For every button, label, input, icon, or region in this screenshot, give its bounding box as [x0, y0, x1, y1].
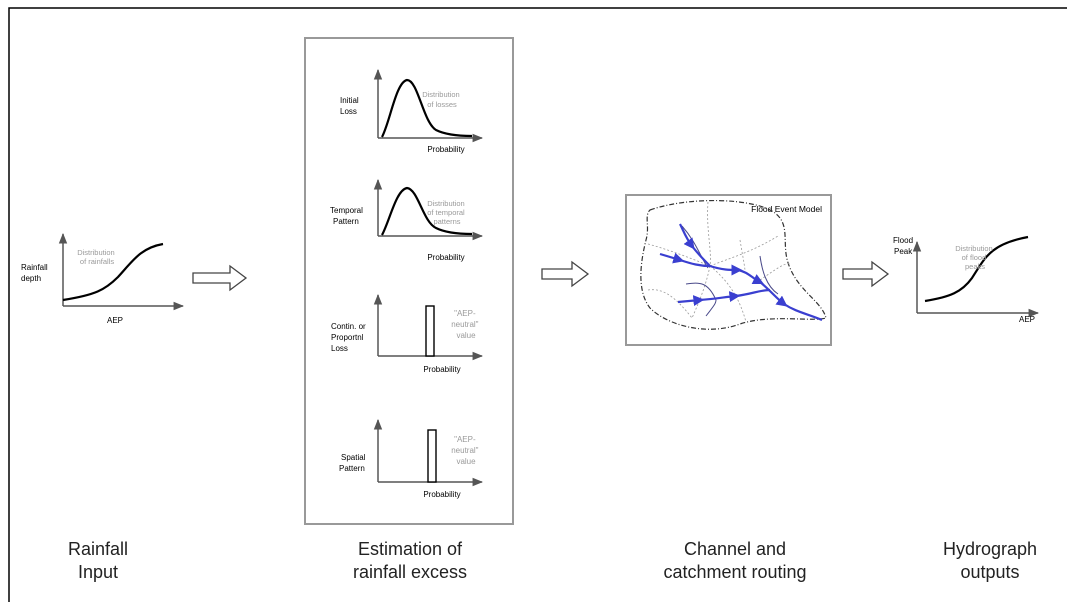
x-axis-label: Probability [423, 365, 460, 374]
curve-annotation: Distribution of rainfalls [77, 248, 117, 266]
temporal-pattern-chart: Temporal Pattern Probability Distributio… [330, 178, 484, 262]
caption-line: Input [77, 562, 119, 582]
caption-line: outputs [960, 562, 1020, 582]
flow-arrow-3 [842, 260, 890, 288]
x-axis-label: AEP [107, 316, 123, 325]
contin-loss-chart: Contin. or Proportnl Loss Probability "A… [331, 293, 484, 374]
flow-arrow-1 [192, 264, 248, 292]
outer-frame [8, 7, 1067, 602]
caption-hydrograph-outputs: Hydrograph outputs [930, 538, 1050, 584]
y-axis-label: Rainfall depth [21, 263, 50, 283]
flood-event-model: Flood Event Model [625, 194, 832, 346]
curve-annotation: Distribution of losses [422, 90, 462, 109]
catchment-boundary [640, 200, 827, 330]
x-axis-label: Probability [423, 490, 460, 499]
x-axis-label: Probability [427, 145, 464, 154]
caption-line: Channel and [683, 539, 787, 559]
caption-line: rainfall excess [352, 562, 468, 582]
caption-line: Rainfall [67, 539, 129, 559]
rainfall-excess-panel [304, 37, 514, 525]
curve-annotation: Distribution of flood peaks [955, 244, 995, 271]
caption-line: Hydrograph [942, 539, 1038, 559]
y-axis-label: Flood Peak [893, 236, 915, 256]
caption-line: catchment routing [663, 562, 807, 582]
caption-rainfall-excess: Estimation of rainfall excess [330, 538, 490, 584]
hydrograph-outputs-chart: Flood Peak AEP Distribution of flood pea… [893, 235, 1040, 324]
flow-arrow-2 [541, 260, 590, 288]
loss-distribution-curve [381, 78, 473, 138]
caption-channel-routing: Channel and catchment routing [645, 538, 825, 584]
neutral-value-bar [427, 429, 437, 483]
initial-loss-chart: Initial Loss Probability Distribution of… [340, 68, 484, 154]
y-axis-label: Initial Loss [340, 96, 361, 116]
caption-rainfall-input: Rainfall Input [38, 538, 158, 584]
flood-model-title: Flood Event Model [751, 204, 822, 214]
bar-annotation: "AEP- neutral" value [451, 309, 481, 340]
curve-annotation: Distribution of temporal patterns [427, 199, 467, 226]
flood-peak-curve [924, 235, 1029, 303]
x-axis-label: Probability [427, 253, 464, 262]
y-axis-label: Temporal Pattern [330, 206, 365, 226]
pattern-distribution-curve [381, 186, 473, 236]
y-axis-label: Contin. or Proportnl Loss [331, 322, 368, 353]
rainfall-input-chart: Rainfall depth AEP Distribution of rainf… [21, 232, 185, 325]
caption-line: Estimation of [357, 539, 463, 559]
y-axis-label: Spatial Pattern [339, 453, 368, 473]
x-axis-label: AEP [1019, 315, 1035, 324]
main-rivers [659, 223, 823, 322]
rainfall-curve [62, 242, 164, 302]
neutral-value-bar [425, 305, 435, 357]
spatial-pattern-chart: Spatial Pattern Probability "AEP- neutra… [339, 418, 484, 499]
bar-annotation: "AEP- neutral" value [451, 435, 481, 466]
